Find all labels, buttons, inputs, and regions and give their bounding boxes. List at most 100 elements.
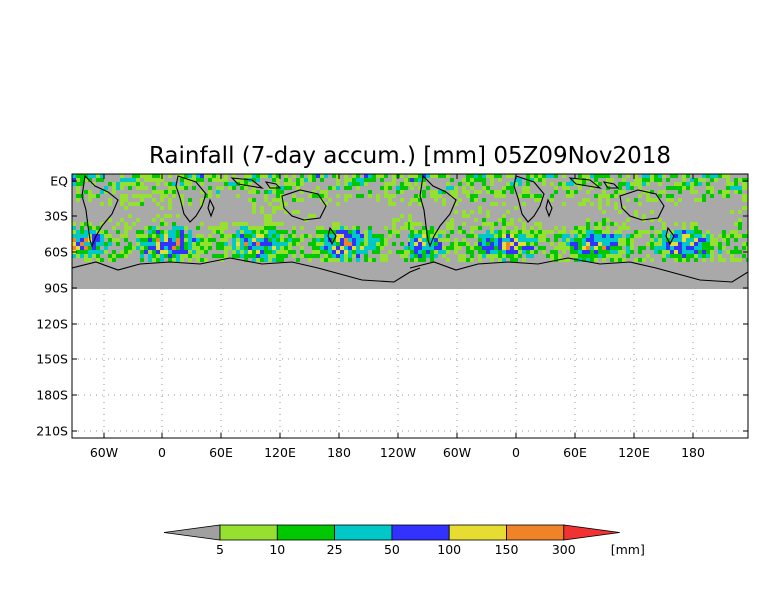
rain-cell [718, 254, 722, 258]
rain-cell [634, 198, 638, 202]
rain-cell [256, 234, 260, 238]
rain-cell [586, 226, 590, 230]
rain-cell [606, 230, 610, 234]
rain-cell [530, 230, 534, 234]
rain-cell [618, 250, 622, 254]
rain-cell [410, 186, 414, 190]
rain-cell [682, 258, 686, 262]
rain-cell [172, 190, 176, 194]
rain-cell [332, 226, 336, 230]
rain-cell [140, 198, 144, 202]
rain-cell [586, 238, 590, 242]
rain-cell [694, 250, 698, 254]
rain-cell [328, 246, 332, 250]
rain-cell [392, 242, 396, 246]
map-title: Rainfall (7-day accum.) [mm] 05Z09Nov201… [149, 143, 671, 169]
rain-cell [336, 222, 340, 226]
rain-cell [534, 194, 538, 198]
rain-cell [340, 226, 344, 230]
rain-cell [690, 254, 694, 258]
rain-cell [678, 250, 682, 254]
rain-cell [208, 178, 212, 182]
x-tick-label: 180 [327, 445, 351, 460]
rain-cell [100, 258, 104, 262]
rain-cell [486, 190, 490, 194]
rain-cell [392, 222, 396, 226]
rain-cell [160, 222, 164, 226]
rain-cell [168, 198, 172, 202]
rain-cell [690, 182, 694, 186]
rain-cell [746, 194, 748, 198]
rain-cell [260, 254, 264, 258]
rain-cell [534, 250, 538, 254]
rain-cell [570, 250, 574, 254]
rain-cell [148, 254, 152, 258]
rain-cell [614, 246, 618, 250]
rain-cell [742, 234, 746, 238]
rain-cell [538, 246, 542, 250]
rain-cell [486, 234, 490, 238]
rain-cell [738, 226, 742, 230]
rain-cell [140, 182, 144, 186]
rain-cell [188, 250, 192, 254]
rain-cell [356, 230, 360, 234]
rain-cell [562, 234, 566, 238]
rain-cell [654, 174, 658, 178]
rain-cell [734, 186, 738, 190]
colorbar-unit: [mm] [611, 542, 645, 557]
rain-cell [490, 222, 494, 226]
rain-cell [646, 174, 650, 178]
rain-cell [124, 178, 128, 182]
rain-cell [526, 190, 530, 194]
rain-cell [410, 254, 414, 258]
rain-cell [638, 246, 642, 250]
rain-cell [332, 222, 336, 226]
rain-cell [284, 238, 288, 242]
rain-cell [268, 242, 272, 246]
rain-cell [364, 182, 368, 186]
rain-cell [336, 254, 340, 258]
rain-cell [272, 198, 276, 202]
rain-cell [92, 234, 96, 238]
rain-cell [208, 194, 212, 198]
rain-cell [530, 234, 534, 238]
rain-cell [316, 238, 320, 242]
rain-cell [510, 234, 514, 238]
rain-cell [260, 242, 264, 246]
rain-cell [176, 250, 180, 254]
rain-cell [718, 190, 722, 194]
rain-cell [526, 186, 530, 190]
rain-cell [168, 182, 172, 186]
rain-cell [602, 230, 606, 234]
rain-cell [264, 194, 268, 198]
rain-cell [204, 238, 208, 242]
rain-cell [76, 238, 80, 242]
rain-cell [112, 186, 116, 190]
rain-cell [678, 186, 682, 190]
rain-cell [284, 178, 288, 182]
rain-cell [376, 246, 380, 250]
rain-cell [682, 234, 686, 238]
rain-cell [236, 234, 240, 238]
rain-cell [268, 222, 272, 226]
rain-cell [686, 250, 690, 254]
rain-cell [514, 242, 518, 246]
rain-cell [686, 254, 690, 258]
rain-cell [682, 250, 686, 254]
rain-cell [474, 242, 478, 246]
rain-cell [396, 190, 400, 194]
rain-cell [746, 242, 748, 246]
rain-cell [614, 222, 618, 226]
rain-cell [360, 238, 364, 242]
rain-cell [388, 186, 392, 190]
rain-cell [136, 246, 140, 250]
rain-cell [264, 242, 268, 246]
rain-cell [196, 178, 200, 182]
rain-cell [566, 258, 570, 262]
rain-cell [534, 230, 538, 234]
rain-cell [172, 258, 176, 262]
rain-cell [686, 182, 690, 186]
rain-cell [336, 242, 340, 246]
rain-cell [152, 238, 156, 242]
rain-cell [124, 206, 128, 210]
